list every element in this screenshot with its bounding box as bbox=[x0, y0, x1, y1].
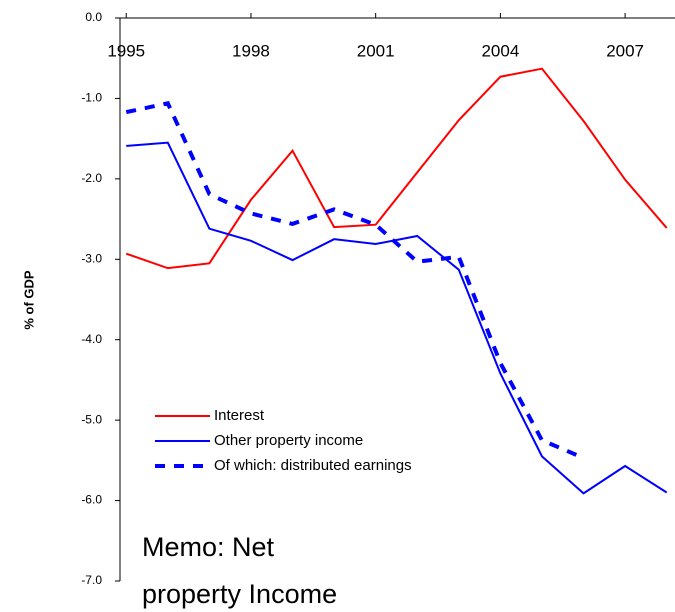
y-tick-label: -7.0 bbox=[81, 573, 102, 587]
y-tick-label: -6.0 bbox=[81, 493, 102, 507]
series-line bbox=[125, 67, 668, 270]
y-axis-label: % of GDP bbox=[21, 270, 36, 330]
legend-label: Of which: distributed earnings bbox=[214, 457, 412, 474]
legend-label: Interest bbox=[214, 407, 265, 424]
y-tick-label: 0.0 bbox=[85, 10, 102, 24]
y-tick-label: -2.0 bbox=[81, 171, 102, 185]
annotation: property Income bbox=[142, 579, 337, 609]
y-tick-label: -4.0 bbox=[81, 332, 102, 346]
x-tick-label: 2007 bbox=[606, 41, 644, 60]
x-tick-label: 1998 bbox=[232, 41, 270, 60]
series-line bbox=[125, 100, 585, 460]
x-tick-label: 1995 bbox=[107, 41, 145, 60]
y-tick-label: -1.0 bbox=[81, 91, 102, 105]
y-tick-label: -5.0 bbox=[81, 412, 102, 426]
x-tick-label: 2004 bbox=[481, 41, 519, 60]
legend-label: Other property income bbox=[214, 432, 363, 449]
x-tick-label: 2001 bbox=[357, 41, 395, 60]
series-line bbox=[126, 141, 668, 495]
annotation: Memo: Net bbox=[142, 532, 275, 562]
y-tick-label: -3.0 bbox=[81, 251, 102, 265]
